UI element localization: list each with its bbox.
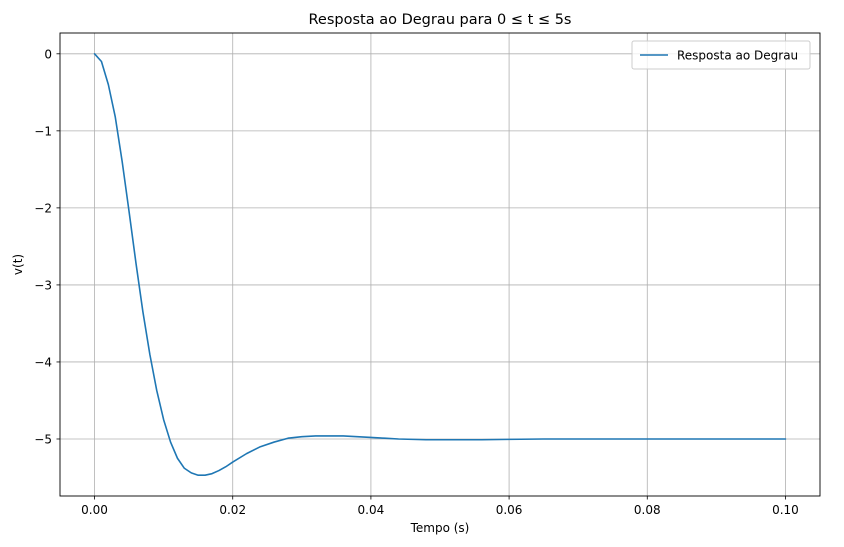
series-line xyxy=(93,52,787,477)
legend: Resposta ao Degrau xyxy=(631,40,811,70)
y-tick-label: −5 xyxy=(34,432,52,446)
x-tick-label: 0.10 xyxy=(772,503,799,517)
plot-frame xyxy=(59,32,821,497)
y-tick-label: −1 xyxy=(34,124,52,138)
legend-box xyxy=(631,40,811,70)
y-tick-label: −4 xyxy=(34,355,52,369)
y-axis-title: v(t) xyxy=(11,254,25,275)
y-tick-label: 0 xyxy=(44,47,52,61)
y-tick-label: −3 xyxy=(34,278,52,292)
chart-title: Resposta ao Degrau para 0 ≤ t ≤ 5s xyxy=(309,12,572,28)
x-axis-title: Tempo (s) xyxy=(410,521,470,535)
legend-label: Resposta ao Degrau xyxy=(677,49,798,63)
x-tick-label: 0.06 xyxy=(496,503,523,517)
x-tick-label: 0.04 xyxy=(358,503,385,517)
ticks: 0.00 0.02 0.04 0.06 0.08 0.10 0 −1 −2 −3 −4 −5 xyxy=(34,47,799,517)
x-tick-label: 0.00 xyxy=(81,503,108,517)
x-tick-label: 0.08 xyxy=(634,503,661,517)
y-tick-label: −2 xyxy=(34,201,52,215)
plot-area xyxy=(93,52,787,477)
grid xyxy=(60,33,820,496)
x-tick-label: 0.02 xyxy=(219,503,246,517)
